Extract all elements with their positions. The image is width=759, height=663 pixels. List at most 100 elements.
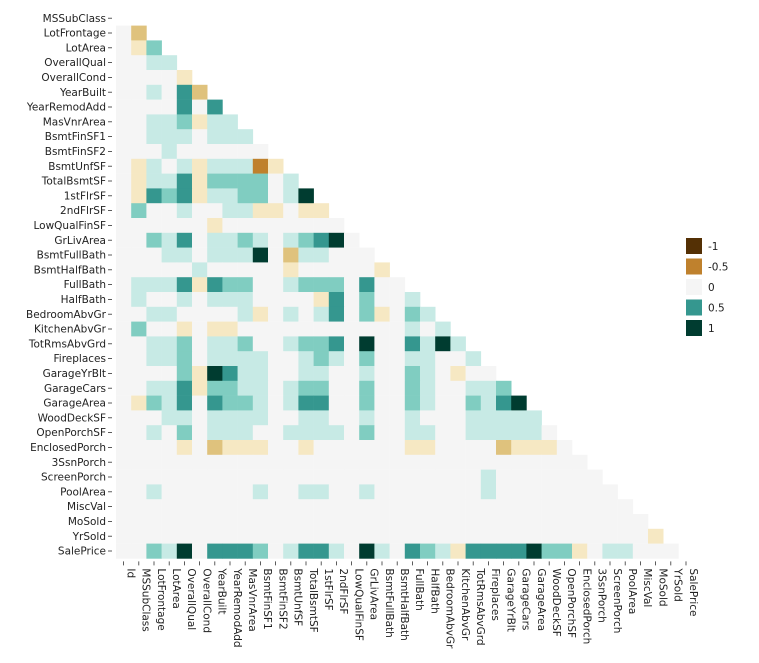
heatmap-cell xyxy=(420,440,436,456)
heatmap-cell xyxy=(207,528,223,544)
heatmap-cell xyxy=(222,454,238,470)
heatmap-cell xyxy=(328,380,345,396)
heatmap-cell xyxy=(328,292,345,308)
heatmap-cell xyxy=(480,410,497,426)
legend-label: 1 xyxy=(708,323,715,335)
heatmap-cell xyxy=(359,292,375,308)
x-tick-label: 1stFlrSF xyxy=(322,568,334,610)
heatmap-cell xyxy=(359,380,375,396)
heatmap-cell xyxy=(587,484,603,500)
x-tick-label: GarageArea xyxy=(535,568,547,631)
heatmap-cell xyxy=(237,277,254,293)
heatmap-cell xyxy=(176,410,193,426)
heatmap-cell xyxy=(404,306,421,322)
heatmap-cell xyxy=(146,321,162,337)
heatmap-cell xyxy=(252,543,269,559)
heatmap-cell xyxy=(161,306,178,322)
x-tick-label: BsmtFinSF2 xyxy=(276,568,288,629)
heatmap-cell xyxy=(252,484,269,500)
heatmap-cell xyxy=(161,232,178,248)
heatmap-cell xyxy=(116,277,132,293)
heatmap-cell xyxy=(146,366,162,382)
heatmap-cell xyxy=(192,425,208,441)
heatmap-cell xyxy=(511,499,527,515)
heatmap-cell xyxy=(572,528,588,544)
heatmap-cell xyxy=(252,425,269,441)
x-axis-labels: Id MSSubClass LotFrontage LotArea OverallQua… xyxy=(123,561,699,649)
heatmap-cell xyxy=(556,543,573,559)
heatmap-cell xyxy=(237,292,254,308)
heatmap-cell xyxy=(222,292,238,308)
heatmap-cell xyxy=(420,514,436,530)
heatmap-cell xyxy=(146,454,162,470)
heatmap-cell xyxy=(146,410,162,426)
heatmap-cell xyxy=(435,366,451,382)
heatmap-cell xyxy=(328,454,345,470)
heatmap-cell xyxy=(587,499,603,515)
heatmap-cell xyxy=(131,277,147,293)
heatmap-cell xyxy=(556,499,573,515)
heatmap-cell xyxy=(480,425,497,441)
heatmap-cell xyxy=(146,144,162,160)
heatmap-cell xyxy=(556,514,573,530)
heatmap-cell xyxy=(116,366,132,382)
heatmap-cell xyxy=(404,484,421,500)
heatmap-cell xyxy=(192,84,208,100)
heatmap-cell xyxy=(116,410,132,426)
heatmap-cell xyxy=(176,336,193,352)
heatmap-cell xyxy=(252,218,269,234)
heatmap-cell xyxy=(374,306,390,322)
x-tick-label: TotalBsmtSF xyxy=(307,567,319,632)
heatmap-cell xyxy=(541,528,558,544)
heatmap-cell xyxy=(207,351,223,367)
heatmap-cell xyxy=(161,173,178,189)
x-tick-label: HalfBath xyxy=(428,568,440,613)
heatmap-cell xyxy=(176,277,193,293)
heatmap-cell xyxy=(344,499,360,515)
heatmap-cell xyxy=(283,499,299,515)
y-tick-label: MiscVal xyxy=(67,501,106,513)
heatmap-cell xyxy=(313,321,330,337)
heatmap-cell xyxy=(207,380,223,396)
heatmap-cell xyxy=(207,114,223,130)
heatmap-cell xyxy=(252,173,269,189)
heatmap-cell xyxy=(298,292,314,308)
heatmap-cell xyxy=(252,410,269,426)
heatmap-cell xyxy=(359,277,375,293)
heatmap-cell xyxy=(328,499,345,515)
y-tick-label: YearBuilt xyxy=(59,87,106,99)
heatmap-cell xyxy=(435,484,451,500)
heatmap-cell xyxy=(283,218,299,234)
legend-swatch xyxy=(686,279,702,295)
heatmap-cell xyxy=(161,99,178,115)
heatmap-cell xyxy=(404,380,421,396)
heatmap-cell xyxy=(359,262,375,278)
heatmap-cell xyxy=(116,144,132,160)
heatmap-cell xyxy=(435,395,451,411)
y-tick-label: MSSubClass xyxy=(43,13,106,25)
heatmap-cell xyxy=(404,499,421,515)
heatmap-cell xyxy=(207,514,223,530)
heatmap-cell xyxy=(435,440,451,456)
heatmap-cell xyxy=(161,203,178,219)
heatmap-cell xyxy=(359,499,375,515)
heatmap-cell xyxy=(116,232,132,248)
heatmap-cell xyxy=(298,351,314,367)
heatmap-cell xyxy=(298,499,314,515)
heatmap-cell xyxy=(252,336,269,352)
heatmap-cell xyxy=(192,292,208,308)
heatmap-cell xyxy=(131,203,147,219)
heatmap-cell xyxy=(298,395,314,411)
heatmap-cell xyxy=(252,247,269,263)
heatmap-cell xyxy=(556,484,573,500)
heatmap-cell xyxy=(237,247,254,263)
heatmap-cell xyxy=(541,469,558,485)
heatmap-cell xyxy=(146,351,162,367)
heatmap-cell xyxy=(268,469,284,485)
heatmap-cell xyxy=(116,218,132,234)
heatmap-cell xyxy=(222,395,238,411)
heatmap-cell xyxy=(389,395,406,411)
y-tick-label: OverallQual xyxy=(44,57,106,69)
y-tick-label: YearRemodAdd xyxy=(26,102,106,114)
heatmap-cell xyxy=(283,543,299,559)
